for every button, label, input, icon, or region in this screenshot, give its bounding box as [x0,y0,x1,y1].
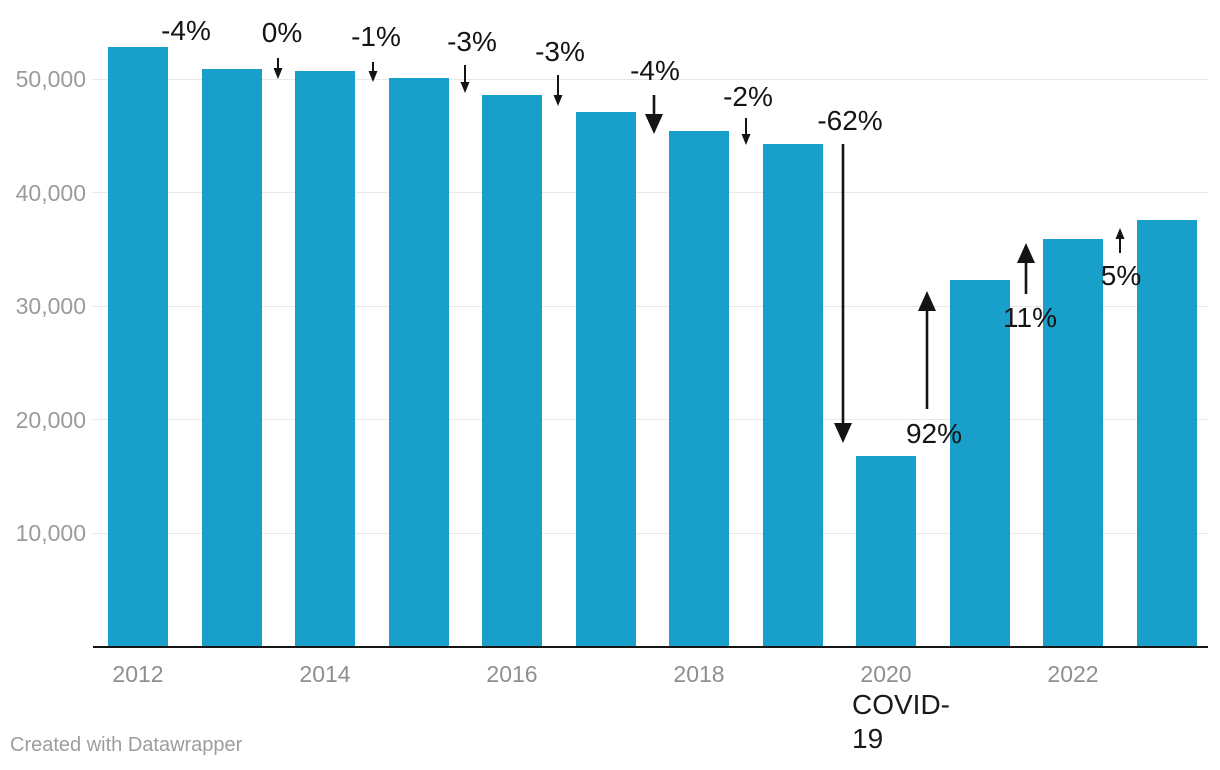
bar-2023[interactable] [1136,219,1197,647]
arrow-head-up [1115,228,1125,239]
annotation-label: -3% [447,26,497,57]
arrow-head-down [645,114,663,134]
arrow-head-down [741,134,751,145]
y-axis-label: 10,000 [15,520,86,547]
covid-19-line1: COVID- [852,689,950,720]
annotation-label: -62% [817,105,883,136]
annotation-label: -3% [535,36,585,67]
x-axis-label-2018: 2018 [673,661,725,687]
annotation-label: 11% [1003,302,1057,333]
bar-2019[interactable] [762,143,823,647]
arrow-head-down [460,82,470,93]
bar-2021[interactable] [949,280,1010,647]
gridline-50000 [93,78,1208,80]
bar-2015[interactable] [388,77,449,647]
gridline-30000 [93,305,1208,307]
arrow-head-down [553,95,563,106]
arrow-head-up [1017,243,1035,263]
bar-2018[interactable] [669,131,729,647]
bar-2012[interactable] [108,47,168,647]
y-axis-label: 40,000 [15,179,86,206]
bar-2016[interactable] [482,94,542,647]
annotation-label: -4% [161,15,211,46]
arrow-head-up [918,291,936,311]
annotation-label: 5% [1100,260,1142,291]
bar-2014[interactable] [295,71,355,647]
bar-2017[interactable] [575,111,636,647]
x-axis-label-2014: 2014 [299,661,351,687]
bar-2020[interactable] [856,455,916,647]
arrow-head-down [273,68,283,79]
y-axis-label: 20,000 [15,406,86,433]
covid-19-annotation: COVID- 19 [852,688,950,756]
covid-19-line2: 19 [852,723,884,754]
gridline-40000 [93,192,1208,194]
x-axis-label-2020: 2020 [860,661,912,687]
arrow-head-down [834,423,852,443]
x-axis-label-2012: 2012 [112,661,164,687]
annotation-label: 0% [261,17,303,48]
x-axis-label-2016: 2016 [486,661,538,687]
gridline-20000 [93,419,1208,421]
arrow-head-down [368,71,378,82]
annotation-label: -2% [723,81,773,112]
x-axis-line [93,645,1208,648]
datawrapper-attribution: Created with Datawrapper [10,734,243,756]
y-axis-label: 30,000 [15,293,86,320]
annotation-label: 92% [905,418,963,449]
annotation-label: -4% [630,55,680,86]
annotation-label: -1% [351,21,401,52]
y-axis-label: 50,000 [15,66,86,92]
x-axis-label-2022: 2022 [1047,661,1099,687]
bar-2022[interactable] [1043,239,1103,647]
bar-2013[interactable] [201,68,262,647]
gridline-10000 [93,532,1208,534]
